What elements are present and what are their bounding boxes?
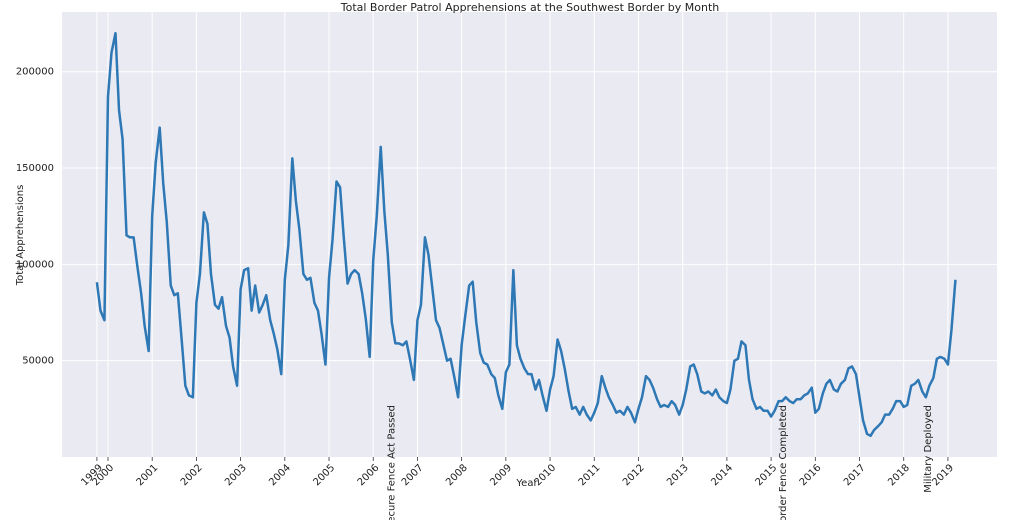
x-tick-label: 2010 (533, 462, 559, 488)
y-tick-label: 100000 (16, 259, 54, 270)
x-tick-label: 2001 (135, 462, 161, 488)
y-tick-label: 200000 (16, 67, 54, 78)
x-tick-label: 2014 (709, 462, 735, 488)
x-tick-label: 2002 (179, 462, 205, 488)
x-tick-label: 2004 (267, 462, 293, 488)
x-tick-label: 2016 (798, 462, 824, 488)
x-tick-label: 2005 (311, 462, 337, 488)
x-tick-label: 2011 (577, 462, 603, 488)
x-tick-label: 2018 (886, 462, 912, 488)
x-tick-label: 2009 (488, 462, 514, 488)
data-line (95, 31, 957, 438)
x-tick-label: 2007 (400, 462, 426, 488)
y-tick-label: 150000 (16, 163, 54, 174)
x-tick-label: 2017 (842, 462, 868, 488)
x-tick-label: 2008 (444, 462, 470, 488)
chart-title: Total Border Patrol Apprehensions at the… (340, 1, 720, 14)
x-tick-label: 2006 (356, 462, 382, 488)
x-tick-label: 2019 (930, 462, 956, 488)
x-axis-label: Year (515, 478, 538, 489)
y-tick-label: 50000 (22, 356, 54, 367)
x-tick-label: 2012 (621, 462, 647, 488)
x-tick-label: 2015 (754, 462, 780, 488)
x-tick-label: 2003 (223, 462, 249, 488)
annotation: Secure Fence Act Passed (386, 405, 397, 520)
x-tick-label: 2013 (665, 462, 691, 488)
y-axis-label: Total Apprehensions (15, 185, 26, 287)
annotation: Military Deployed (923, 405, 934, 493)
annotation: Border Fence Completed (778, 405, 789, 520)
